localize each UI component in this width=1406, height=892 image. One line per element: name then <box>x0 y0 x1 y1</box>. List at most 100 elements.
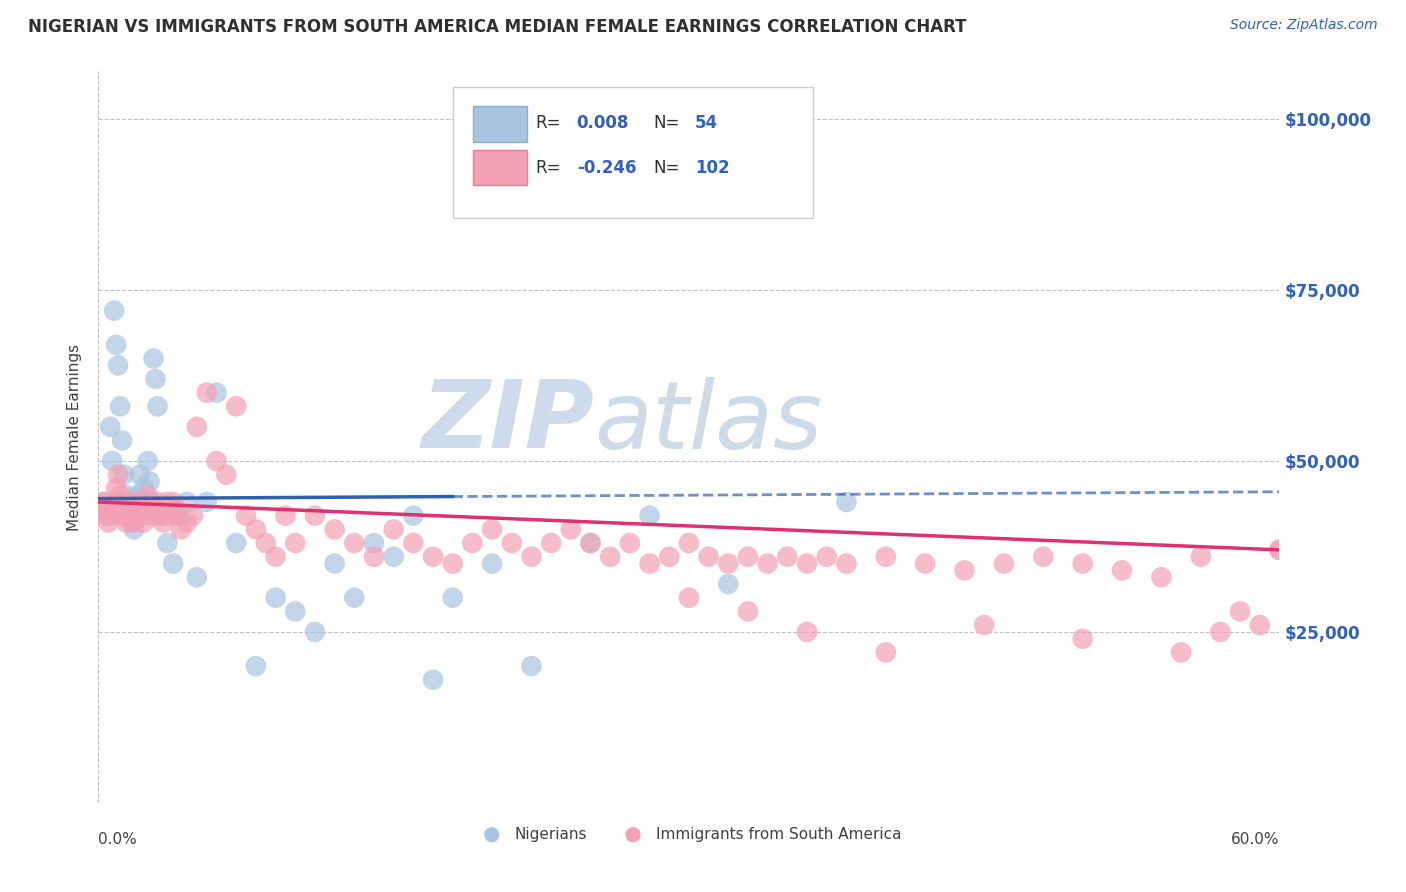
Point <box>138 495 160 509</box>
Point <box>96 508 118 523</box>
Point <box>1150 570 1173 584</box>
Point <box>111 501 134 516</box>
Point <box>215 467 238 482</box>
Point <box>264 591 287 605</box>
Point <box>363 536 385 550</box>
Point <box>658 549 681 564</box>
Point <box>274 508 297 523</box>
Point <box>136 488 159 502</box>
Text: ZIP: ZIP <box>422 376 595 468</box>
Point <box>131 495 153 509</box>
Point <box>254 536 277 550</box>
Point <box>181 508 204 523</box>
Point <box>146 400 169 414</box>
Point <box>1071 557 1094 571</box>
FancyBboxPatch shape <box>472 151 527 186</box>
Point <box>157 508 180 523</box>
Point <box>402 536 425 550</box>
Point <box>363 549 385 564</box>
Point <box>835 557 858 571</box>
Point <box>678 591 700 605</box>
Point <box>145 501 167 516</box>
Point <box>105 338 128 352</box>
Point <box>96 501 118 516</box>
Point <box>176 516 198 530</box>
Point <box>127 488 149 502</box>
Point <box>132 516 155 530</box>
Point <box>142 508 165 523</box>
Point <box>264 549 287 564</box>
Point <box>815 549 838 564</box>
Point <box>461 536 484 550</box>
Point <box>108 400 131 414</box>
FancyBboxPatch shape <box>453 87 813 218</box>
Point <box>150 508 173 523</box>
Point <box>323 557 346 571</box>
Point <box>1170 645 1192 659</box>
Point <box>343 591 366 605</box>
Point <box>284 536 307 550</box>
Point <box>103 303 125 318</box>
Point <box>128 467 150 482</box>
Text: N=: N= <box>654 114 681 132</box>
Point <box>166 508 188 523</box>
Point <box>162 495 184 509</box>
Point <box>1209 624 1232 639</box>
Point <box>579 536 602 550</box>
Point <box>973 618 995 632</box>
Point <box>1111 563 1133 577</box>
Text: 60.0%: 60.0% <box>1232 832 1279 847</box>
Point <box>520 549 543 564</box>
Point <box>166 508 188 523</box>
Point <box>97 516 120 530</box>
Text: 54: 54 <box>695 114 718 132</box>
Point <box>481 557 503 571</box>
Point <box>304 624 326 639</box>
Text: 0.0%: 0.0% <box>98 832 138 847</box>
Point <box>111 434 134 448</box>
Point <box>422 673 444 687</box>
Point <box>678 536 700 550</box>
Point <box>117 501 139 516</box>
Point <box>284 604 307 618</box>
Point <box>117 495 139 509</box>
Point <box>125 501 148 516</box>
Point <box>245 659 267 673</box>
Point <box>105 481 128 495</box>
Point <box>160 501 183 516</box>
Text: N=: N= <box>654 159 681 177</box>
Point <box>101 508 124 523</box>
Text: 102: 102 <box>695 159 730 177</box>
Point <box>776 549 799 564</box>
Point <box>1249 618 1271 632</box>
Text: 0.008: 0.008 <box>576 114 628 132</box>
Point <box>1268 542 1291 557</box>
Point <box>108 488 131 502</box>
Point <box>422 549 444 564</box>
Point <box>165 501 187 516</box>
Point <box>914 557 936 571</box>
Point <box>162 557 184 571</box>
FancyBboxPatch shape <box>472 106 527 142</box>
Point <box>146 495 169 509</box>
Point <box>122 516 145 530</box>
Point <box>115 488 138 502</box>
Point <box>195 385 218 400</box>
Point <box>142 351 165 366</box>
Point <box>501 536 523 550</box>
Point <box>93 495 115 509</box>
Text: atlas: atlas <box>595 377 823 468</box>
Point <box>138 475 160 489</box>
Point <box>122 522 145 536</box>
Point <box>717 577 740 591</box>
Point <box>156 495 179 509</box>
Point <box>115 516 138 530</box>
Point <box>638 557 661 571</box>
Point <box>382 549 405 564</box>
Point <box>382 522 405 536</box>
Text: Source: ZipAtlas.com: Source: ZipAtlas.com <box>1230 18 1378 32</box>
Text: R=: R= <box>536 159 561 177</box>
Legend: Nigerians, Immigrants from South America: Nigerians, Immigrants from South America <box>471 821 907 847</box>
Point <box>402 508 425 523</box>
Point <box>796 624 818 639</box>
